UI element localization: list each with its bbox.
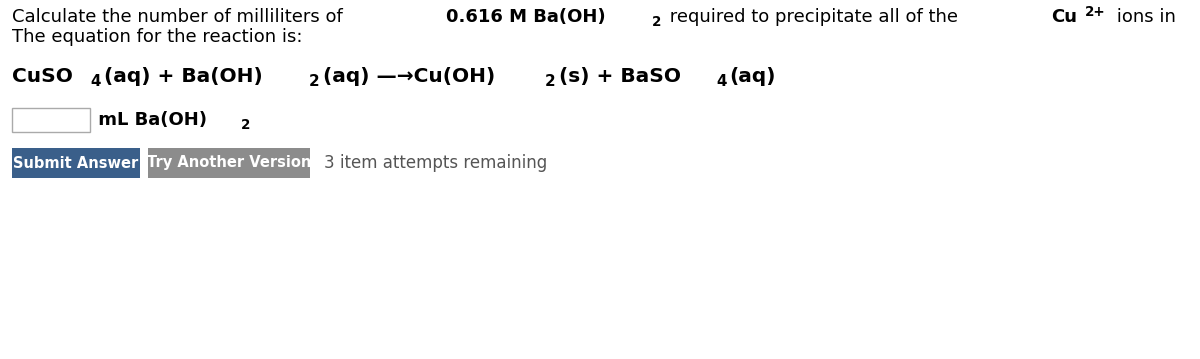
Text: 2+: 2+ (1085, 5, 1105, 19)
Text: (s) + BaSO: (s) + BaSO (559, 67, 680, 86)
Text: 2: 2 (308, 74, 319, 89)
Text: Calculate the number of milliliters of: Calculate the number of milliliters of (12, 8, 348, 26)
Text: 2: 2 (240, 118, 250, 132)
Text: required to precipitate all of the: required to precipitate all of the (665, 8, 964, 26)
Text: CuSO: CuSO (12, 67, 73, 86)
Text: Submit Answer: Submit Answer (13, 155, 139, 171)
Text: 4: 4 (716, 74, 726, 89)
Text: 4: 4 (90, 74, 101, 89)
FancyBboxPatch shape (148, 148, 310, 178)
FancyBboxPatch shape (12, 108, 90, 132)
Text: (aq) + Ba(OH): (aq) + Ba(OH) (104, 67, 263, 86)
Text: Cu: Cu (1051, 8, 1078, 26)
Text: 0.616 M Ba(OH): 0.616 M Ba(OH) (446, 8, 606, 26)
Text: mL Ba(OH): mL Ba(OH) (92, 111, 208, 129)
Text: 3 item attempts remaining: 3 item attempts remaining (324, 154, 547, 172)
FancyBboxPatch shape (12, 148, 140, 178)
Text: (aq) —→Cu(OH): (aq) —→Cu(OH) (323, 67, 494, 86)
Text: Try Another Version: Try Another Version (146, 155, 311, 171)
Text: 2: 2 (545, 74, 556, 89)
Text: The equation for the reaction is:: The equation for the reaction is: (12, 28, 302, 46)
Text: 2: 2 (652, 15, 661, 29)
Text: ions in: ions in (1111, 8, 1182, 26)
Text: (aq): (aq) (730, 67, 776, 86)
